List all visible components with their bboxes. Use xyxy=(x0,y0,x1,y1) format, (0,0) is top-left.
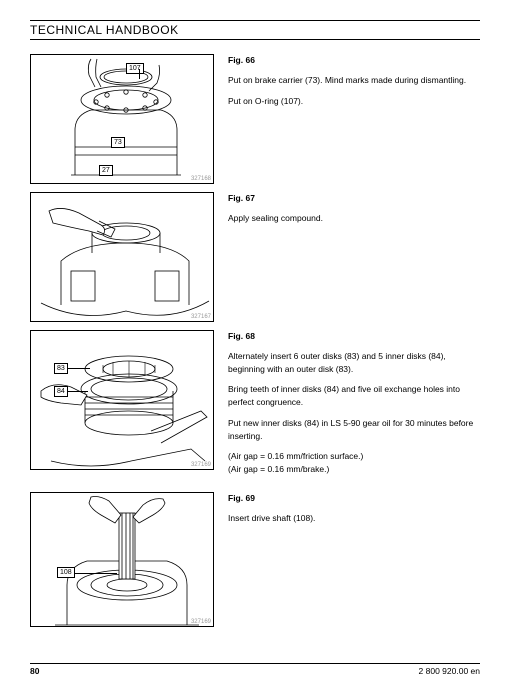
figure-id: 327168 xyxy=(191,176,211,182)
figure-id: 327169 xyxy=(191,462,211,468)
instruction-text: Apply sealing compound. xyxy=(228,212,480,225)
callout-27: 27 xyxy=(99,165,113,176)
figure-title: Fig. 67 xyxy=(228,192,480,205)
figure-66-illustration xyxy=(31,55,214,184)
instruction-text: Alternately insert 6 outer disks (83) an… xyxy=(228,350,480,376)
figure-title: Fig. 68 xyxy=(228,330,480,343)
callout-108: 108 xyxy=(57,567,75,578)
instruction-text: Insert drive shaft (108). xyxy=(228,512,480,525)
leader-line xyxy=(75,573,117,574)
figure-title: Fig. 66 xyxy=(228,54,480,67)
figure-69-text: Fig. 69 Insert drive shaft (108). xyxy=(214,492,480,533)
page-number: 80 xyxy=(30,666,39,676)
leader-line xyxy=(68,368,90,369)
instruction-text: Bring teeth of inner disks (84) and five… xyxy=(228,383,480,409)
row-fig-69: 108 327169 Fig. 69 Insert drive shaft (1… xyxy=(30,492,480,627)
figure-id: 327167 xyxy=(191,314,211,320)
figure-67-illustration xyxy=(31,193,214,322)
document-number: 2 800 920.00 en xyxy=(419,666,480,676)
row-fig-67: 327167 Fig. 67 Apply sealing compound. xyxy=(30,192,480,322)
callout-83: 83 xyxy=(54,363,68,374)
leader-line xyxy=(68,391,88,392)
page-footer: 80 2 800 920.00 en xyxy=(30,663,480,676)
figure-69-box: 108 327169 xyxy=(30,492,214,627)
instruction-text: Put on O-ring (107). xyxy=(228,95,480,108)
figure-title: Fig. 69 xyxy=(228,492,480,505)
figure-66-text: Fig. 66 Put on brake carrier (73). Mind … xyxy=(214,54,480,115)
callout-84: 84 xyxy=(54,386,68,397)
instruction-text: Put on brake carrier (73). Mind marks ma… xyxy=(228,74,480,87)
leader-line xyxy=(139,69,140,79)
row-fig-66: 107 73 27 327168 Fig. 66 Put on brake ca… xyxy=(30,54,480,184)
instruction-text: Put new inner disks (84) in LS 5-90 gear… xyxy=(228,417,480,443)
figure-68-box: 83 84 327169 xyxy=(30,330,214,470)
figure-67-box: 327167 xyxy=(30,192,214,322)
figure-68-text: Fig. 68 Alternately insert 6 outer disks… xyxy=(214,330,480,484)
figure-66-box: 107 73 27 327168 xyxy=(30,54,214,184)
figure-69-illustration xyxy=(31,493,214,627)
figure-id: 327169 xyxy=(191,619,211,625)
header-title: TECHNICAL HANDBOOK xyxy=(30,23,480,37)
callout-107: 107 xyxy=(126,63,144,74)
callout-73: 73 xyxy=(111,137,125,148)
page-header: TECHNICAL HANDBOOK xyxy=(30,20,480,40)
figure-68-illustration xyxy=(31,331,214,470)
figure-67-text: Fig. 67 Apply sealing compound. xyxy=(214,192,480,233)
row-fig-68: 83 84 327169 Fig. 68 Alternately insert … xyxy=(30,330,480,484)
instruction-note: (Air gap = 0.16 mm/friction surface.) (A… xyxy=(228,450,480,476)
